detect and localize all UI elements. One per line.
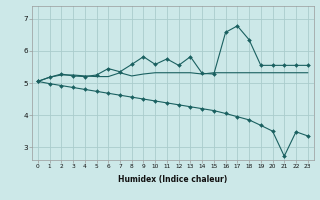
X-axis label: Humidex (Indice chaleur): Humidex (Indice chaleur) bbox=[118, 175, 228, 184]
